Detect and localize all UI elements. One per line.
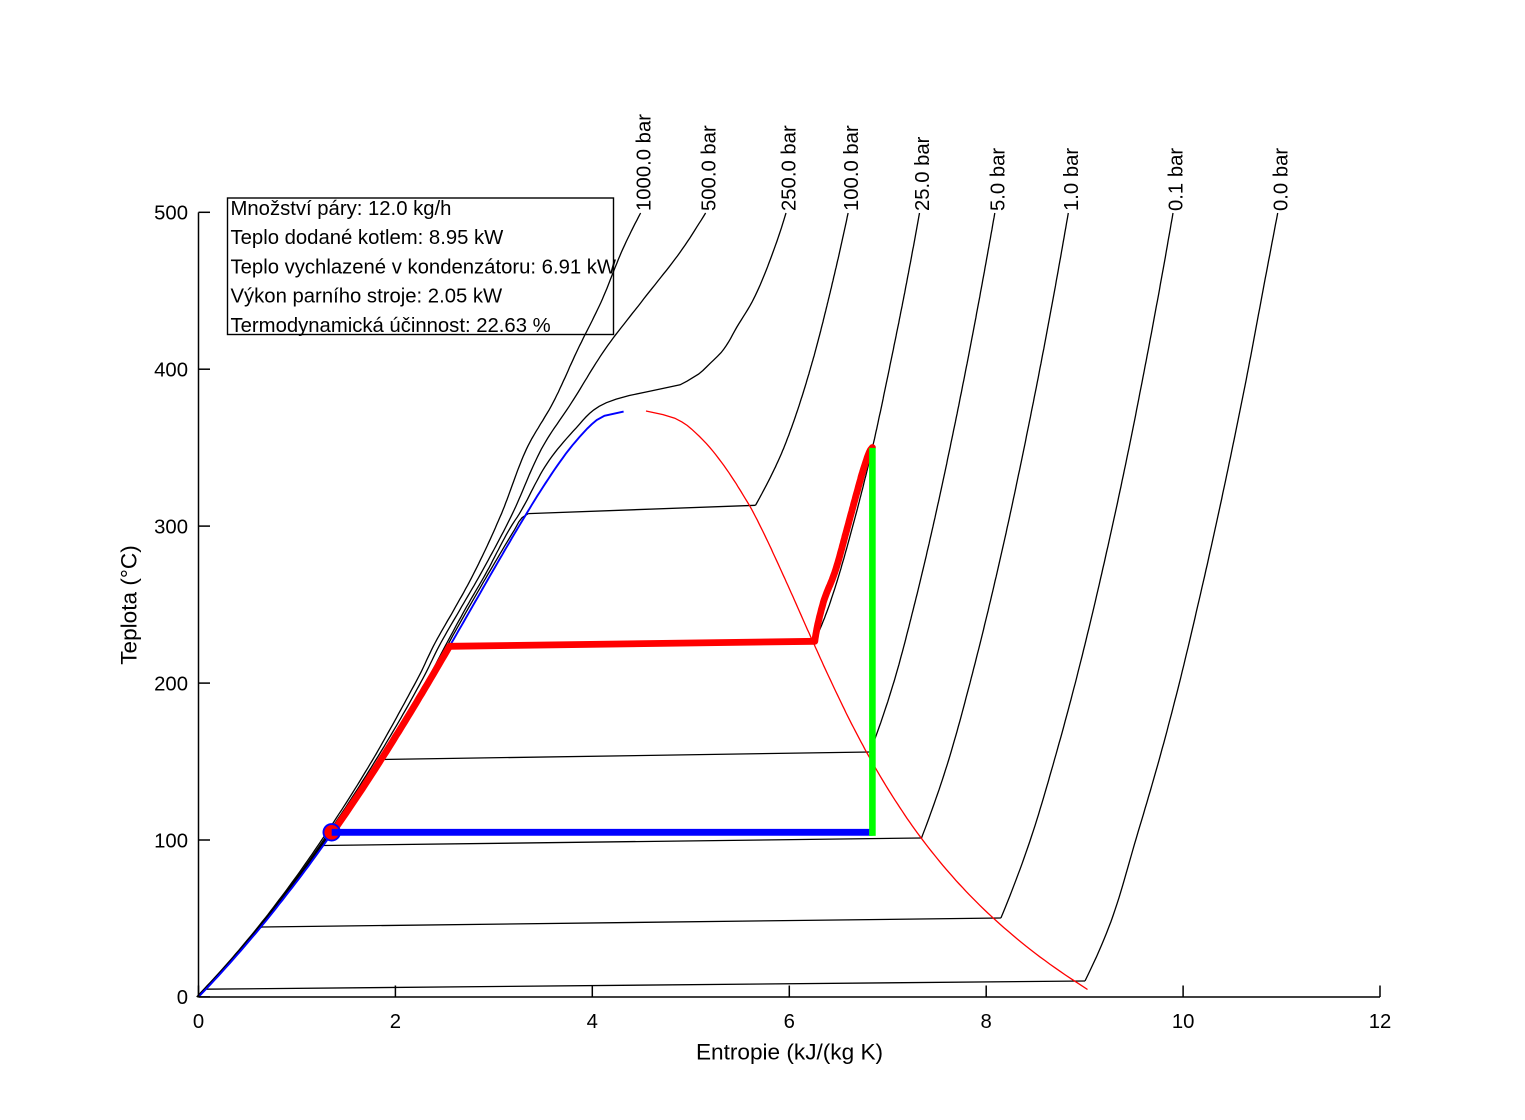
svg-text:400: 400	[154, 360, 188, 382]
svg-text:Teplo vychlazené v kondenzátor: Teplo vychlazené v kondenzátoru: 6.91 kW	[231, 256, 617, 278]
svg-text:Množství páry: 12.0 kg/h: Množství páry: 12.0 kg/h	[231, 198, 452, 220]
svg-text:0: 0	[193, 1011, 204, 1033]
svg-text:Výkon parního stroje: 2.05 kW: Výkon parního stroje: 2.05 kW	[231, 286, 504, 308]
svg-text:300: 300	[154, 516, 188, 538]
svg-text:250.0 bar: 250.0 bar	[779, 125, 801, 211]
svg-text:0.1 bar: 0.1 bar	[1166, 148, 1188, 211]
svg-text:5.0 bar: 5.0 bar	[987, 148, 1009, 211]
svg-text:25.0 bar: 25.0 bar	[912, 136, 934, 211]
svg-text:0: 0	[177, 987, 188, 1009]
svg-text:2: 2	[390, 1011, 401, 1033]
svg-text:200: 200	[154, 673, 188, 695]
svg-text:Termodynamická účinnost: 22.63: Termodynamická účinnost: 22.63 %	[231, 315, 551, 337]
svg-text:Entropie (kJ/(kg K): Entropie (kJ/(kg K)	[696, 1040, 883, 1065]
svg-text:1.0 bar: 1.0 bar	[1061, 148, 1083, 211]
svg-text:500.0 bar: 500.0 bar	[698, 125, 720, 211]
svg-text:6: 6	[784, 1011, 795, 1033]
svg-text:12: 12	[1369, 1011, 1392, 1033]
svg-text:10: 10	[1172, 1011, 1195, 1033]
svg-text:0.0 bar: 0.0 bar	[1270, 148, 1292, 211]
svg-text:Teplota (°C): Teplota (°C)	[117, 545, 142, 665]
svg-text:8: 8	[981, 1011, 992, 1033]
svg-text:1000.0 bar: 1000.0 bar	[633, 114, 655, 211]
svg-text:4: 4	[587, 1011, 598, 1033]
svg-text:Teplo dodané kotlem: 8.95 kW: Teplo dodané kotlem: 8.95 kW	[231, 227, 505, 249]
svg-text:500: 500	[154, 203, 188, 225]
svg-text:100: 100	[154, 830, 188, 852]
svg-text:100.0 bar: 100.0 bar	[841, 125, 863, 211]
